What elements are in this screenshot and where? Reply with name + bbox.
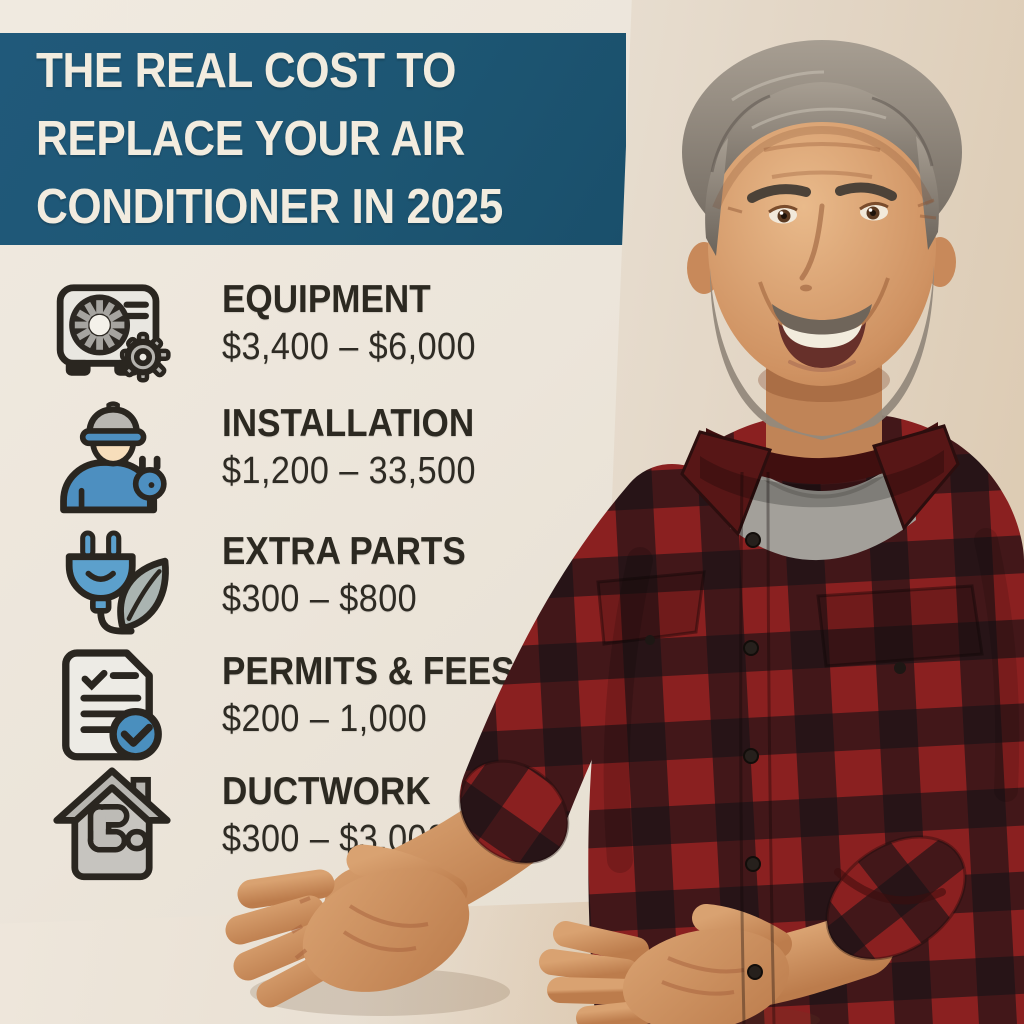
duct-pipe-glyph xyxy=(87,804,149,853)
document-checkmark-icon xyxy=(50,644,174,768)
cost-item-price: $200 – 1,000 xyxy=(222,698,428,740)
cost-item-ductwork: DUCTWORK $300 – $3,000 xyxy=(50,764,610,888)
cost-item-price: $1,200 – 33,500 xyxy=(222,450,476,492)
nose xyxy=(799,203,825,281)
cost-item-price: $3,400 – $6,000 xyxy=(222,326,476,368)
mouth xyxy=(778,322,866,368)
eye-right xyxy=(859,202,889,221)
collar-right xyxy=(872,424,960,531)
plug-glyph xyxy=(132,455,167,510)
cost-item-extra-parts: EXTRA PARTS $300 – $800 xyxy=(50,524,610,648)
house-ductwork-icon xyxy=(50,764,174,888)
pocket-left xyxy=(596,570,706,646)
title-line-1: THE REAL COST TO xyxy=(36,44,456,98)
ear-left xyxy=(687,242,721,294)
gear-glyph xyxy=(119,331,171,383)
cost-item-installation: INSTALLATION $1,200 – 33,500 xyxy=(50,396,610,520)
eye-left xyxy=(768,205,798,224)
ac-unit-gear-icon xyxy=(50,272,174,396)
cost-item-equipment: EQUIPMENT $3,400 – $6,000 xyxy=(50,272,610,396)
cost-item-label: PERMITS & FEES xyxy=(222,650,515,693)
cost-item-price: $300 – $800 xyxy=(222,578,418,620)
tshirt xyxy=(730,446,916,561)
eyebrow-right xyxy=(835,182,897,201)
cost-item-label: DUCTWORK xyxy=(222,770,431,813)
beard xyxy=(710,266,934,440)
cost-item-label: EXTRA PARTS xyxy=(222,530,466,573)
pocket-right xyxy=(816,584,984,668)
ear-right xyxy=(924,237,956,287)
hair xyxy=(682,40,962,264)
cost-item-label: EQUIPMENT xyxy=(222,278,431,321)
cost-item-permits-fees: PERMITS & FEES $200 – 1,000 xyxy=(50,644,610,768)
cost-item-price: $300 – $3,000 xyxy=(222,818,447,860)
mustache xyxy=(772,304,872,336)
cost-poster: THE REAL COST TO REPLACE YOUR AIR CONDIT… xyxy=(0,0,632,924)
man-face xyxy=(682,40,962,440)
plug-leaf-icon xyxy=(50,524,174,648)
right-palm xyxy=(622,928,790,1024)
collar-left xyxy=(680,430,772,537)
teeth xyxy=(782,324,862,348)
installer-hardhat-plug-icon xyxy=(50,396,174,520)
cost-item-label: INSTALLATION xyxy=(222,402,475,445)
buttons xyxy=(743,532,763,980)
left-sleeve xyxy=(841,701,1024,955)
title-line-3: CONDITIONER IN 2025 xyxy=(36,180,503,234)
rolled-cuff xyxy=(825,835,967,961)
neck-and-collar xyxy=(680,352,960,561)
shirt-details xyxy=(596,471,984,1024)
title-banner: THE REAL COST TO REPLACE YOUR AIR CONDIT… xyxy=(0,33,626,245)
eyebrow-left xyxy=(747,184,811,203)
title-line-2: REPLACE YOUR AIR xyxy=(36,112,465,166)
left-forearm-and-hand xyxy=(539,835,967,1024)
